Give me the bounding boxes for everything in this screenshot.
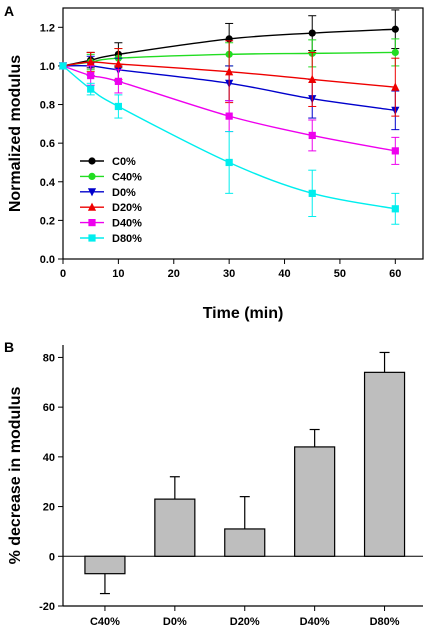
data-point [225,67,234,76]
x-tick-label: 0 [60,268,66,280]
bar-group-c40-pct: C40% [84,555,126,628]
bar [363,371,406,557]
data-point [114,102,122,111]
data-point [86,57,95,66]
data-point [308,29,316,37]
legend-item: C40% [80,171,142,183]
x-tick-label: C40% [90,616,120,628]
legend-item: D0% [80,187,136,199]
legend-label: D80% [112,233,142,245]
x-tick-label: 10 [112,268,124,280]
x-tick-label: 20 [168,268,180,280]
y-tick-label: 0.0 [40,254,55,266]
legend-swatch-marker [88,219,96,227]
y-tick-label: 0.8 [40,100,55,112]
data-point [391,147,399,155]
bar [84,555,126,575]
data-point [87,85,95,93]
y-tick-label: 20 [43,502,55,514]
data-point [59,62,67,70]
data-point [308,189,316,197]
legend-swatch-marker [87,202,97,211]
bar [224,528,266,557]
x-tick-label: 30 [223,268,235,280]
legend-item: D40% [80,218,142,230]
legend-swatch-marker [88,234,96,242]
panel-b-bar-chart: B -20 0 20 40 60 80 C40% D0% D20% D40% D80% % dec… [4,339,423,628]
y-tick-label: 0 [49,551,55,563]
panel-b-y-axis-title: % decrease in modulus [7,386,24,564]
panel-a-label: A [4,3,14,19]
y-tick-label: 60 [43,402,55,414]
x-tick-label: D0% [163,616,187,628]
x-tick-label: 60 [389,268,401,280]
bar [294,446,336,557]
bar-group-d40-pct: D40% [294,428,336,628]
bar-group-d0-pct: D0% [154,476,196,628]
data-point [114,59,123,68]
bar [154,498,196,557]
y-tick-label: 0.6 [40,138,55,150]
data-point [225,158,233,167]
y-tick-label: 1.0 [40,61,55,73]
x-tick-label: D40% [300,616,330,628]
x-tick-label: D20% [230,616,260,628]
data-point [391,25,399,33]
x-tick-label: 50 [334,268,346,280]
legend-label: D0% [112,187,136,199]
y-tick-label: 80 [43,352,55,364]
legend-item: D20% [80,202,142,214]
bar-group-d80-pct: D80% [363,351,406,628]
y-tick-label: 1.2 [40,22,55,34]
legend-swatch-marker [88,157,96,165]
legend-label: C40% [112,171,142,183]
legend-item: D80% [80,233,142,245]
data-point [87,71,95,80]
data-point [308,131,316,140]
x-tick-label: D80% [370,616,400,628]
legend-swatch-marker [88,172,96,180]
legend-swatch-marker [87,188,97,197]
data-point [391,48,399,57]
data-point [391,205,399,213]
legend-label: D20% [112,202,142,214]
data-point [114,77,122,85]
x-tick-label: 40 [278,268,290,280]
data-point [308,74,317,84]
bar-group-d20-pct: D20% [224,496,266,628]
panel-a-plot-frame [62,7,424,260]
data-point [225,112,233,120]
panel-a-line-chart: A 0 10 20 30 40 50 60 0.0 0.2 0.4 0.6 0.8 1.0 1.2 C0%… [4,3,424,322]
y-tick-label: 0.2 [40,215,55,227]
legend-item: C0% [80,156,136,168]
y-tick-label: 40 [43,452,55,464]
data-point [391,82,400,91]
panel-a-axes: 0 10 20 30 40 50 60 0.0 0.2 0.4 0.6 0.8 1.0 1.2 [40,7,424,280]
panel-a-x-axis-title: Time (min) [203,305,284,322]
series-d80-pct [59,62,400,225]
legend-label: C0% [112,156,136,168]
y-tick-label: -20 [39,601,55,613]
panel-b-label: B [4,339,14,355]
legend-label: D40% [112,218,142,230]
panel-a-legend: C0% C40% D0% D20% D40% D80% [80,156,142,245]
panel-b-bars: C40% D0% D20% D40% D80% [84,351,406,628]
y-tick-label: 0.4 [40,177,56,189]
panel-a-series [58,9,400,225]
panel-a-y-axis-title: Normalized modulus [7,55,24,212]
